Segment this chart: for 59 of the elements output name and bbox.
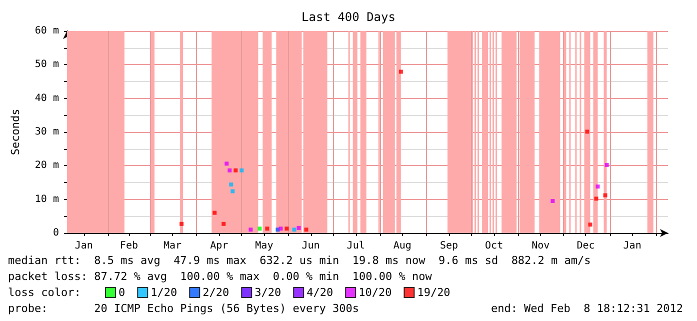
point [284,226,289,231]
point [596,184,600,189]
x-tick-label: Apr [210,240,228,252]
point [224,162,229,166]
text: packet loss: 87.72 % avg 100.00 % max 0.00 % min 100.00 % now [8,270,432,283]
y-tick-label: 50 m [34,59,59,70]
point [180,222,184,226]
point [588,222,592,227]
point [258,226,262,231]
y-tick-label: 10 m [34,194,59,205]
text: end: Wed Feb 8 18:12:31 2012 [490,302,684,315]
point [585,130,590,134]
point [304,228,308,232]
point [604,162,609,167]
y-tick-label: 20 m [34,160,59,172]
y-axis-title: Seconds [9,108,22,156]
point [398,70,403,74]
x-tick-label: Feb [120,240,138,252]
point [229,182,234,187]
text: probe: 20 ICMP Echo Pings (56 Bytes) every 300s [8,302,359,315]
legend-label: 19/20 [417,286,450,299]
point [228,168,232,172]
x-tick-label: Aug [393,240,412,252]
point [278,226,283,231]
point [248,228,253,232]
point [292,228,296,232]
point [594,196,598,201]
legend-title: loss color: [8,286,81,299]
legend-label: 1/20 [150,286,178,299]
x-tick-label: Oct [485,240,504,252]
legend-label: 10/20 [358,286,392,299]
chart-title: Last 400 Days [302,10,396,24]
y-tick-label: 30 m [34,126,59,138]
x-tick-label: Dec [576,240,595,252]
legend-label: 4/20 [306,286,334,299]
point [222,222,226,226]
y-tick-label: 40 m [34,92,59,104]
x-tick-label: Jun [302,240,320,252]
y-tick-label: 60 m [34,26,59,36]
x-tick-label: Jan [74,240,93,252]
point [550,199,555,204]
y-tick-label: 0 [52,228,59,238]
legend-label: 2/20 [202,286,230,299]
point [234,168,238,172]
x-tick-label: Sep [440,240,458,252]
legend-label: 3/20 [254,286,282,299]
x-tick-label: May [255,240,274,252]
point [265,226,270,231]
x-tick-label: Nov [532,240,550,252]
point [603,193,608,198]
point [296,226,301,230]
x-tick-label: Jul [346,240,365,252]
x-tick-label: Mar [164,240,182,252]
point [212,210,217,215]
point [230,189,235,194]
point [240,168,244,172]
x-tick-label: Jan [623,240,642,252]
legend-label: 0 [118,286,126,299]
text: median rtt: 8.5 ms avg 47.9 ms max 632.2 us min 19.8 ms now 9.6 ms sd 882.2 m am/s [8,254,591,267]
